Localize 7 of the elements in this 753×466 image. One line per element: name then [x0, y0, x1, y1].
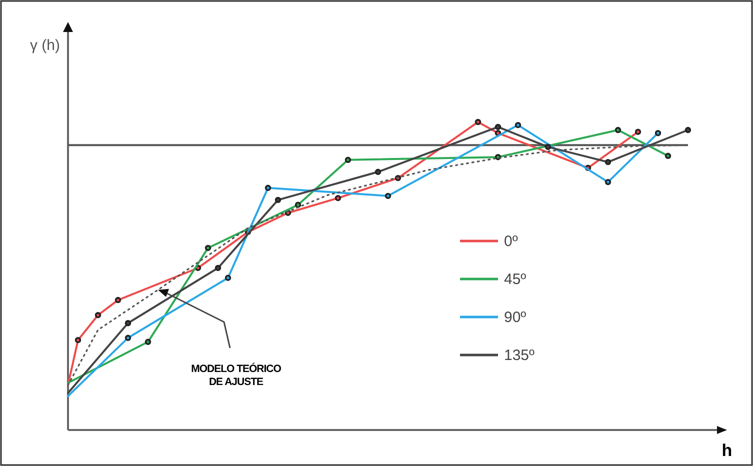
legend-label: 90º [504, 309, 527, 326]
legend-label: 45º [504, 271, 527, 288]
legend-label: 0º [504, 233, 518, 250]
legend-label: 135º [504, 347, 536, 364]
y-axis-title: γ (h) [30, 37, 60, 54]
x-axis-title: h [722, 441, 732, 460]
annotation: MODELO TEÓRICO DE AJUSTE [191, 362, 282, 388]
